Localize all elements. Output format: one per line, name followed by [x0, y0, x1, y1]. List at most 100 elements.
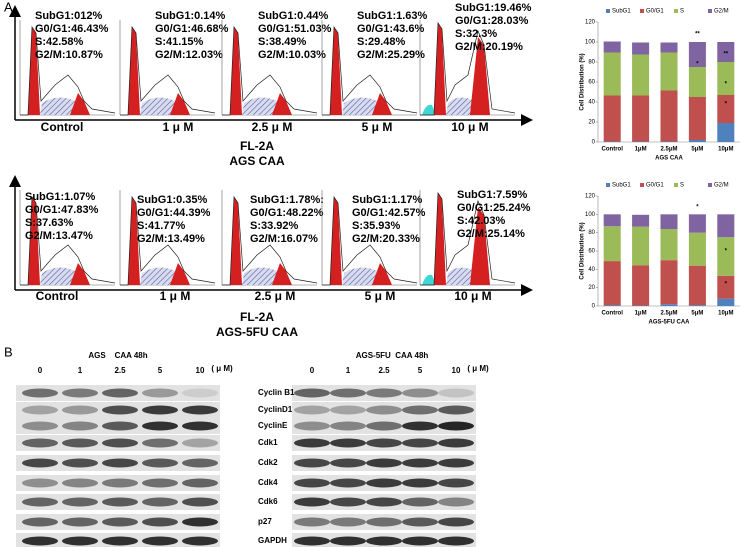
- bar-segment: [603, 226, 621, 262]
- y-tick-label: 40: [588, 100, 595, 106]
- band: [62, 497, 98, 507]
- histogram-stat: SubG1:1.63%: [357, 10, 428, 22]
- blot-strip: [292, 402, 476, 418]
- significance: *: [725, 249, 728, 255]
- band: [102, 458, 138, 468]
- axis-label: FL-2A: [240, 139, 274, 153]
- x-tick-label: Control: [602, 311, 624, 317]
- band: [330, 497, 366, 507]
- dose-label: 5 μ M: [362, 120, 393, 134]
- bar-segment: [603, 52, 621, 96]
- x-tick-label: 1μM: [635, 311, 647, 317]
- band: [142, 405, 178, 415]
- protein-label: CyclinE: [258, 421, 288, 430]
- dose-label: 10 μ M: [454, 289, 491, 303]
- band: [402, 536, 438, 546]
- histogram-stat: G0/G1:47.83%: [25, 204, 99, 216]
- bar-segment: [717, 275, 735, 299]
- dose-label: Control: [41, 120, 84, 134]
- band: [294, 438, 330, 448]
- bar-segment: [603, 305, 621, 306]
- x-tick-label: 10μM: [718, 311, 733, 317]
- s-area: [446, 97, 475, 115]
- s-area: [242, 97, 277, 115]
- band: [366, 405, 402, 415]
- band: [22, 497, 58, 507]
- histogram-stat: SubG1:012%: [35, 10, 102, 22]
- band: [366, 388, 402, 398]
- histogram-stat: G2/M:25.29%: [357, 49, 425, 61]
- band: [22, 388, 58, 398]
- protein-label: CyclinD1: [258, 405, 293, 414]
- band: [62, 517, 98, 527]
- band: [366, 497, 402, 507]
- histogram-stat: SubG1:7.59%: [457, 189, 528, 201]
- dose-label: 10: [196, 366, 205, 375]
- histogram-stat: G0/G1:28.03%: [455, 15, 529, 27]
- band: [22, 405, 58, 415]
- band: [366, 536, 402, 546]
- g2-peak: [372, 263, 392, 285]
- band: [438, 405, 474, 415]
- dose-label: 1 μ M: [160, 289, 191, 303]
- histogram-stat: S:37.63%: [25, 217, 74, 229]
- blot-header: AGS-5FU CAA 48h: [356, 351, 429, 360]
- bar-segment: [688, 232, 706, 266]
- band: [62, 438, 98, 448]
- histogram-stat: G2/M:13.49%: [137, 233, 205, 245]
- y-tick-label: 60: [588, 80, 595, 86]
- legend-swatch: [674, 183, 678, 187]
- band: [102, 421, 138, 431]
- y-tick-label: 60: [588, 249, 595, 255]
- band: [294, 421, 330, 431]
- bar-segment: [632, 214, 650, 227]
- bar-segment: [632, 42, 650, 55]
- legend-label: G2/M: [714, 183, 729, 189]
- dose-label: 5: [418, 366, 423, 375]
- histogram-stat: SubG1:0.35%: [137, 194, 208, 206]
- x-tick-label: Control: [602, 147, 624, 153]
- legend-swatch: [606, 9, 610, 13]
- band: [366, 421, 402, 431]
- band: [294, 388, 330, 398]
- dose-label: 0: [38, 366, 43, 375]
- band: [102, 388, 138, 398]
- hist-outline: [222, 25, 318, 116]
- g2-peak: [372, 93, 392, 115]
- band: [182, 517, 218, 527]
- y-tick-label: 40: [588, 267, 595, 273]
- band: [182, 497, 218, 507]
- s-area: [446, 267, 475, 285]
- histogram-stat: G2/M:12.03%: [155, 49, 223, 61]
- bar-segment: [717, 214, 735, 238]
- significance: *: [725, 282, 728, 288]
- histogram-stat: SubG1:0.14%: [155, 10, 226, 22]
- histogram-stat: SubG1:1.17%: [352, 194, 423, 206]
- bar-segment: [660, 214, 678, 229]
- band: [330, 405, 366, 415]
- band: [438, 497, 474, 507]
- histogram-stat: S:32.3%: [455, 28, 497, 40]
- band: [142, 478, 178, 488]
- s-area: [342, 97, 377, 115]
- band: [294, 478, 330, 488]
- histogram-stat: G0/G1:44.39%: [137, 207, 211, 219]
- band: [22, 458, 58, 468]
- protein-label: p27: [258, 517, 272, 526]
- band: [22, 478, 58, 488]
- band: [102, 517, 138, 527]
- panel-label: B: [4, 344, 13, 359]
- band: [62, 478, 98, 488]
- y-tick-label: 120: [585, 194, 596, 200]
- band: [330, 388, 366, 398]
- histogram-stat: S:38.49%: [258, 36, 307, 48]
- histogram-stat: G0/G1:43.6%: [357, 23, 424, 35]
- histogram-stat: G2/M:16.07%: [250, 233, 318, 245]
- bar-segment: [632, 141, 650, 142]
- axis-label: FL-2A: [240, 310, 274, 324]
- band: [62, 536, 98, 546]
- legend-swatch: [606, 183, 610, 187]
- band: [182, 438, 218, 448]
- protein-label: Cdk2: [258, 458, 278, 467]
- bar-segment: [660, 42, 678, 53]
